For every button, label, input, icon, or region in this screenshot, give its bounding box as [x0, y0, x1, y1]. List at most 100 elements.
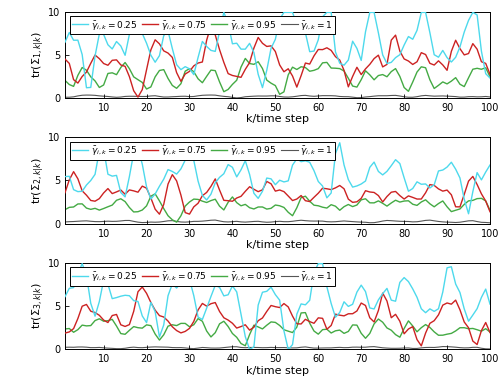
$\bar{\gamma}_{i,k} = 0.25$: [487, 76, 493, 80]
$\bar{\gamma}_{i,k} = 0.25$: [316, 179, 322, 184]
$\bar{\gamma}_{i,k} = 1$: [160, 219, 166, 224]
$\bar{\gamma}_{i,k} = 0.75$: [165, 319, 171, 323]
$\bar{\gamma}_{i,k} = 0.25$: [487, 163, 493, 167]
Line: $\bar{\gamma}_{i,k} = 1$: $\bar{\gamma}_{i,k} = 1$: [65, 95, 490, 98]
$\bar{\gamma}_{i,k} = 0.95$: [461, 84, 467, 89]
$\bar{\gamma}_{i,k} = 0.95$: [474, 66, 480, 71]
$\bar{\gamma}_{i,k} = 0.25$: [290, 342, 296, 347]
$\bar{\gamma}_{i,k} = 0.75$: [70, 169, 76, 174]
$\bar{\gamma}_{i,k} = 0.75$: [487, 72, 493, 76]
Line: $\bar{\gamma}_{i,k} = 0.75$: $\bar{\gamma}_{i,k} = 0.75$: [65, 26, 490, 97]
$\bar{\gamma}_{i,k} = 0.75$: [461, 192, 467, 197]
$\bar{\gamma}_{i,k} = 0.75$: [487, 209, 493, 214]
$\bar{\gamma}_{i,k} = 1$: [487, 94, 493, 99]
$\bar{\gamma}_{i,k} = 1$: [487, 347, 493, 351]
Line: $\bar{\gamma}_{i,k} = 0.25$: $\bar{\gamma}_{i,k} = 0.25$: [65, 264, 490, 349]
$\bar{\gamma}_{i,k} = 0.95$: [302, 310, 308, 315]
$\bar{\gamma}_{i,k} = 0.75$: [148, 195, 154, 200]
$\bar{\gamma}_{i,k} = 0.95$: [474, 196, 480, 201]
$\bar{\gamma}_{i,k} = 0.25$: [290, 10, 296, 15]
$\bar{\gamma}_{i,k} = 0.25$: [324, 10, 330, 15]
$\bar{\gamma}_{i,k} = 0.25$: [79, 262, 85, 266]
$\bar{\gamma}_{i,k} = 1$: [320, 219, 326, 223]
$\bar{\gamma}_{i,k} = 0.75$: [487, 330, 493, 335]
$\bar{\gamma}_{i,k} = 1$: [208, 93, 214, 97]
$\bar{\gamma}_{i,k} = 1$: [487, 220, 493, 225]
$\bar{\gamma}_{i,k} = 0.25$: [474, 306, 480, 311]
$\bar{\gamma}_{i,k} = 0.75$: [165, 51, 171, 55]
$\bar{\gamma}_{i,k} = 0.75$: [290, 74, 296, 78]
$\bar{\gamma}_{i,k} = 0.75$: [156, 212, 162, 217]
$\bar{\gamma}_{i,k} = 1$: [281, 345, 287, 350]
$\bar{\gamma}_{i,k} = 0.95$: [474, 328, 480, 332]
$\bar{\gamma}_{i,k} = 0.75$: [461, 53, 467, 57]
$\bar{\gamma}_{i,k} = 0.95$: [461, 325, 467, 330]
$\bar{\gamma}_{i,k} = 1$: [144, 220, 150, 225]
$\bar{\gamma}_{i,k} = 0.25$: [148, 300, 154, 305]
$\bar{\gamma}_{i,k} = 1$: [470, 345, 476, 350]
$\bar{\gamma}_{i,k} = 1$: [160, 345, 166, 349]
$\bar{\gamma}_{i,k} = 0.95$: [290, 214, 296, 218]
$\bar{\gamma}_{i,k} = 0.25$: [165, 29, 171, 33]
$\bar{\gamma}_{i,k} = 0.95$: [144, 87, 150, 91]
Line: $\bar{\gamma}_{i,k} = 0.25$: $\bar{\gamma}_{i,k} = 0.25$: [65, 12, 490, 88]
Line: $\bar{\gamma}_{i,k} = 0.25$: $\bar{\gamma}_{i,k} = 0.25$: [65, 143, 490, 214]
$\bar{\gamma}_{i,k} = 0.25$: [336, 141, 342, 145]
$\bar{\gamma}_{i,k} = 0.95$: [242, 56, 248, 61]
$\bar{\gamma}_{i,k} = 1$: [290, 94, 296, 99]
$\bar{\gamma}_{i,k} = 1$: [62, 220, 68, 224]
$\bar{\gamma}_{i,k} = 1$: [457, 345, 463, 350]
Legend: $\bar{\gamma}_{i,k} = 0.25$, $\bar{\gamma}_{i,k} = 0.75$, $\bar{\gamma}_{i,k} = : $\bar{\gamma}_{i,k} = 0.25$, $\bar{\gamm…: [70, 16, 335, 34]
$\bar{\gamma}_{i,k} = 0.75$: [148, 48, 154, 52]
$\bar{\gamma}_{i,k} = 0.75$: [62, 331, 68, 335]
Line: $\bar{\gamma}_{i,k} = 0.95$: $\bar{\gamma}_{i,k} = 0.95$: [65, 58, 490, 94]
Legend: $\bar{\gamma}_{i,k} = 0.25$, $\bar{\gamma}_{i,k} = 0.75$, $\bar{\gamma}_{i,k} = : $\bar{\gamma}_{i,k} = 0.25$, $\bar{\gamm…: [70, 267, 335, 286]
X-axis label: k/time step: k/time step: [246, 114, 309, 124]
$\bar{\gamma}_{i,k} = 0.95$: [152, 192, 158, 196]
$\bar{\gamma}_{i,k} = 0.75$: [170, 172, 175, 177]
$\bar{\gamma}_{i,k} = 1$: [470, 218, 476, 223]
$\bar{\gamma}_{i,k} = 0.25$: [457, 175, 463, 180]
$\bar{\gamma}_{i,k} = 0.25$: [148, 53, 154, 58]
$\bar{\gamma}_{i,k} = 0.25$: [246, 347, 252, 352]
$\bar{\gamma}_{i,k} = 0.25$: [461, 306, 467, 311]
$\bar{\gamma}_{i,k} = 0.25$: [165, 293, 171, 298]
$\bar{\gamma}_{i,k} = 0.25$: [221, 10, 227, 15]
$\bar{\gamma}_{i,k} = 0.25$: [62, 295, 68, 299]
$\bar{\gamma}_{i,k} = 0.95$: [174, 220, 180, 225]
$\bar{\gamma}_{i,k} = 0.95$: [487, 208, 493, 213]
$\bar{\gamma}_{i,k} = 1$: [461, 95, 467, 99]
X-axis label: k/time step: k/time step: [246, 240, 309, 250]
$\bar{\gamma}_{i,k} = 1$: [285, 219, 291, 224]
Line: $\bar{\gamma}_{i,k} = 0.75$: $\bar{\gamma}_{i,k} = 0.75$: [65, 287, 490, 346]
Line: $\bar{\gamma}_{i,k} = 0.95$: $\bar{\gamma}_{i,k} = 0.95$: [65, 313, 490, 346]
Line: $\bar{\gamma}_{i,k} = 1$: $\bar{\gamma}_{i,k} = 1$: [65, 220, 490, 223]
$\bar{\gamma}_{i,k} = 0.75$: [474, 182, 480, 187]
$\bar{\gamma}_{i,k} = 1$: [212, 218, 218, 222]
$\bar{\gamma}_{i,k} = 0.95$: [242, 343, 248, 348]
$\bar{\gamma}_{i,k} = 0.25$: [466, 212, 471, 216]
$\bar{\gamma}_{i,k} = 1$: [144, 345, 150, 350]
$\bar{\gamma}_{i,k} = 1$: [62, 345, 68, 349]
Line: $\bar{\gamma}_{i,k} = 0.95$: $\bar{\gamma}_{i,k} = 0.95$: [65, 194, 490, 222]
$\bar{\gamma}_{i,k} = 0.75$: [62, 57, 68, 61]
$\bar{\gamma}_{i,k} = 0.25$: [487, 302, 493, 306]
$\bar{\gamma}_{i,k} = 0.75$: [418, 344, 424, 348]
$\bar{\gamma}_{i,k} = 0.75$: [290, 198, 296, 203]
Y-axis label: tr($\Sigma_{1,k|k}$): tr($\Sigma_{1,k|k}$): [31, 31, 46, 78]
$\bar{\gamma}_{i,k} = 0.75$: [320, 316, 326, 321]
$\bar{\gamma}_{i,k} = 0.95$: [461, 202, 467, 207]
$\bar{\gamma}_{i,k} = 0.95$: [285, 329, 291, 333]
$\bar{\gamma}_{i,k} = 0.95$: [62, 78, 68, 83]
$\bar{\gamma}_{i,k} = 0.75$: [135, 95, 141, 99]
$\bar{\gamma}_{i,k} = 0.75$: [285, 305, 291, 309]
$\bar{\gamma}_{i,k} = 0.75$: [324, 45, 330, 50]
$\bar{\gamma}_{i,k} = 1$: [316, 346, 322, 350]
$\bar{\gamma}_{i,k} = 1$: [144, 94, 150, 99]
$\bar{\gamma}_{i,k} = 0.95$: [487, 74, 493, 79]
$\bar{\gamma}_{i,k} = 0.95$: [160, 67, 166, 72]
$\bar{\gamma}_{i,k} = 0.95$: [62, 207, 68, 212]
$\bar{\gamma}_{i,k} = 0.95$: [165, 214, 171, 218]
$\bar{\gamma}_{i,k} = 0.95$: [144, 323, 150, 327]
X-axis label: k/time step: k/time step: [246, 366, 309, 376]
